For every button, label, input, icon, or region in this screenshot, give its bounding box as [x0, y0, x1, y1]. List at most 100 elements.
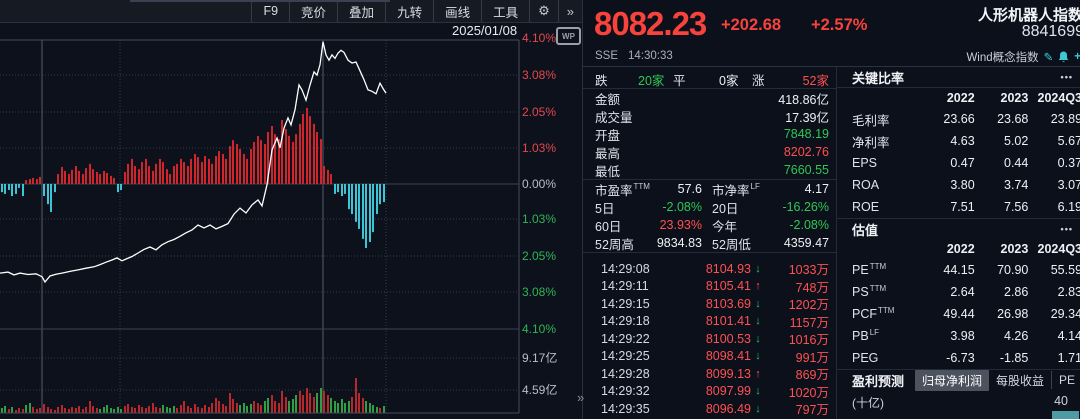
toolbar-item-F9[interactable]: F9	[251, 0, 289, 22]
forecast-title: 盈利预测	[852, 373, 905, 389]
year-header-row: 2022 2023 2024Q3	[837, 239, 1080, 259]
toolbar-item-叠加[interactable]: 叠加	[337, 0, 385, 22]
metric-label: PCFTTM	[852, 306, 895, 322]
forecast-tab-归母净利润[interactable]: 归母净利润	[914, 369, 989, 391]
tick-row: 14:29:28 8099.13 ↑ 869万	[583, 365, 836, 383]
axis-tick-label: 4.59亿	[522, 383, 558, 397]
tick-volume: 1157万	[789, 315, 829, 330]
intraday-chart[interactable]	[0, 0, 582, 419]
stat-value: 4359.47	[783, 236, 829, 250]
forecast-header: 盈利预测 归母净利润 每股收益 PE	[837, 369, 1080, 391]
tick-time: 14:29:08	[601, 261, 650, 276]
breadth-flat-count: 0家	[719, 74, 739, 88]
metric-row: ROE 7.51 7.56 6.19	[837, 196, 1080, 218]
axis-tick-label: 2.05%	[522, 105, 557, 119]
metric-row: PETTM 44.15 70.90 55.59	[837, 259, 1080, 281]
market-breadth-row: 跌 20家 平 0家 涨 52家	[583, 67, 836, 89]
tick-time: 14:29:35	[601, 401, 650, 416]
stat-value: 57.6	[677, 182, 702, 196]
index-type-label: Wind概念指数	[966, 52, 1039, 64]
axis-tick-label: 0.00%	[522, 177, 557, 191]
stat-value: 23.93%	[659, 218, 702, 232]
stat-label: 52周低	[712, 237, 751, 252]
up-arrow-icon: ↑	[755, 367, 761, 380]
stat-pair: 52周高 9834.83	[595, 234, 712, 253]
stat-value: -16.26%	[782, 200, 829, 214]
add-icon[interactable]: +	[1074, 51, 1080, 63]
forecast-tab-每股收益[interactable]: 每股收益	[995, 373, 1044, 388]
edit-icon[interactable]: ✎	[1043, 52, 1054, 64]
tick-time: 14:29:22	[601, 331, 650, 346]
metric-value: 2.64	[950, 285, 975, 299]
quote-panel-body: 跌 20家 平 0家 涨 52家 金额 418.86亿 成交量 17.39亿 开盘 784…	[583, 66, 1080, 419]
metric-row: PEG -6.73 -1.85 1.71	[837, 347, 1080, 369]
down-arrow-icon: ↓	[755, 262, 761, 275]
stat-value: -2.08%	[662, 200, 702, 214]
gear-icon[interactable]: ⚙	[529, 0, 558, 22]
toolbar-item-画线[interactable]: 画线	[433, 0, 481, 22]
breadth-up-label: 涨	[752, 74, 765, 88]
metric-row: PBLF 3.98 4.26 4.14	[837, 325, 1080, 347]
metric-value: 29.34	[1050, 307, 1080, 321]
toolbar-item-竞价[interactable]: 竞价	[289, 0, 337, 22]
axis-tick-label: 2.05%	[522, 249, 557, 263]
price-change-percent: +2.57%	[811, 16, 868, 34]
key-ratios-menu-icon[interactable]: •••	[1060, 72, 1073, 82]
stat-pair-row: 市盈率TTM 57.6 市净率LF 4.17	[583, 180, 836, 198]
metric-value: 26.98	[997, 307, 1029, 321]
tick-row: 14:29:08 8104.93 ↓ 1033万	[583, 260, 836, 278]
down-arrow-icon: ↓	[755, 402, 761, 415]
stat-pair: 5日 -2.08%	[595, 198, 712, 217]
last-price: 8082.23	[594, 5, 707, 42]
tick-volume: 869万	[795, 368, 829, 383]
stat-row: 开盘 7848.19	[583, 125, 836, 143]
stat-value: 4.17	[804, 182, 829, 196]
bell-icon[interactable]	[1058, 51, 1069, 63]
stat-label: 成交量	[595, 110, 633, 125]
year-header-row: 2022 2023 2024Q3	[837, 88, 1080, 108]
tick-price: 8103.69	[705, 296, 751, 311]
down-arrow-icon: ↓	[755, 332, 761, 345]
axis-tick-label: 4.10%	[522, 31, 557, 45]
key-ratios-title: 关键比率	[852, 70, 905, 86]
stat-value: 17.39亿	[785, 110, 829, 125]
metric-label: PETTM	[852, 262, 887, 278]
chart-toolbar: F9 竞价 叠加 九转 画线 工具 ⚙»	[0, 0, 582, 23]
price-change: +202.68	[721, 16, 782, 34]
tick-row: 14:29:22 8100.53 ↓ 1016万	[583, 330, 836, 348]
metric-value: 0.44	[1004, 156, 1029, 170]
stat-value: 8202.76	[783, 145, 829, 159]
panel-collapse-icon[interactable]: »	[577, 390, 585, 405]
stat-row: 最低 7660.55	[583, 161, 836, 179]
toolbar-item-九转[interactable]: 九转	[385, 0, 433, 22]
valuation-table: 2022 2023 2024Q3 PETTM 44.15 70.90 55.59 PSTTM 2…	[837, 239, 1080, 369]
toolbar-expand-icon[interactable]: »	[557, 0, 582, 22]
axis-tick-label: 3.08%	[522, 68, 557, 82]
tick-time: 14:29:11	[601, 279, 649, 294]
valuation-menu-icon[interactable]: •••	[1060, 224, 1073, 234]
metric-value: 5.02	[1004, 134, 1029, 148]
metric-label: ROE	[852, 200, 880, 214]
forecast-tab-PE[interactable]: PE	[1050, 371, 1080, 389]
stat-pair-row: 52周高 9834.83 52周低 4359.47	[583, 234, 836, 252]
stat-pair: 20日 -16.26%	[712, 198, 829, 217]
tick-volume: 1033万	[788, 263, 829, 278]
tick-row: 14:29:15 8103.69 ↓ 1202万	[583, 295, 836, 313]
down-arrow-icon: ↓	[755, 350, 761, 363]
index-type-tag: Wind概念指数 ✎ +	[966, 49, 1080, 65]
metric-value: 7.56	[1004, 200, 1029, 214]
intraday-chart-pane: F9 竞价 叠加 九转 画线 工具 ⚙» 2025/01/08 WP 4.10% 3.08% 2…	[0, 0, 582, 419]
metric-row: PSTTM 2.64 2.86 2.83	[837, 281, 1080, 303]
tick-trade-list[interactable]: 14:29:08 8104.93 ↓ 1033万 14:29:11 8105.41 ↑ 748…	[583, 253, 836, 419]
wp-window-icon[interactable]: WP	[556, 27, 581, 45]
forecast-tabs: 归母净利润 每股收益 PE	[914, 369, 1080, 391]
axis-tick-label: 9.17亿	[522, 351, 558, 365]
stat-pair: 52周低 4359.47	[712, 234, 829, 253]
metric-label: EPS	[852, 156, 878, 170]
toolbar-item-工具[interactable]: 工具	[481, 0, 529, 22]
stat-pair-row: 5日 -2.08% 20日 -16.26%	[583, 198, 836, 216]
metric-value: 3.74	[1004, 178, 1029, 192]
metric-value: 5.67	[1057, 134, 1080, 148]
fundamentals-column: 关键比率 ••• 2022 2023 2024Q3 毛利率 23.66 23.68 23.8…	[836, 67, 1080, 419]
metric-row: EPS 0.47 0.44 0.37	[837, 152, 1080, 174]
